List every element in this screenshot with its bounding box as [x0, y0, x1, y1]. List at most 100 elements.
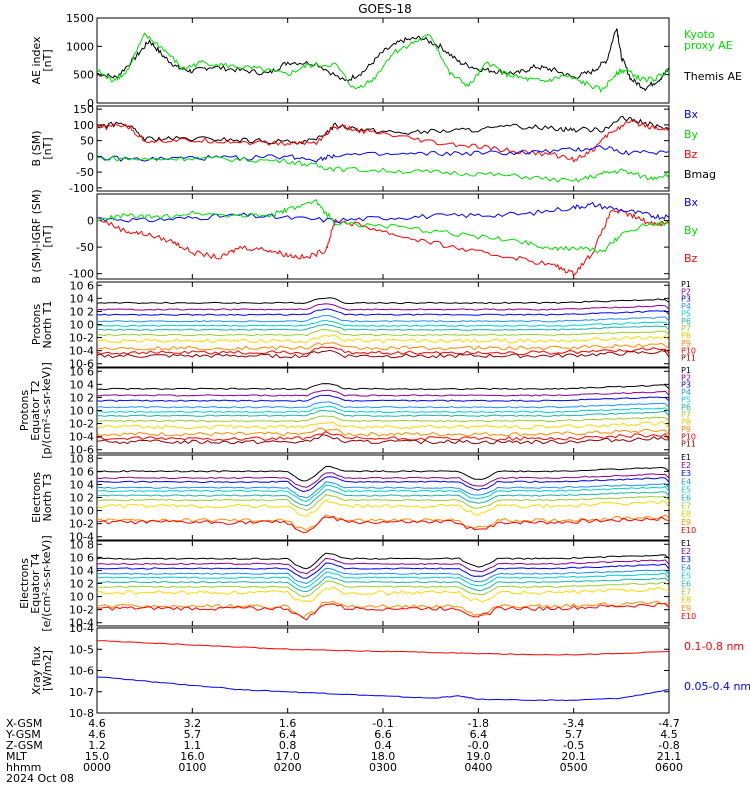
y-tick-label: 10 2 — [70, 305, 95, 318]
series-line — [96, 401, 670, 409]
legend-entry: E4 — [681, 563, 691, 572]
series-line — [96, 602, 670, 621]
x-tick-value: 0400 — [464, 761, 492, 774]
legend-entry: Kyoto — [684, 28, 715, 41]
y-tick-label: 10-6 — [69, 444, 94, 457]
legend-entry: E9 — [681, 604, 691, 613]
y-tick-label: 10 2 — [70, 391, 95, 404]
legend-entry: P6 — [681, 317, 691, 326]
panel-electrons-t3: 10-410-210 010 210 410 610 8 ElectronsNor… — [30, 452, 696, 543]
x-tick-value: 6.4 — [470, 728, 488, 741]
x-tick-value: 15.0 — [85, 750, 110, 763]
legend-entry: 0.1-0.8 nm — [684, 640, 744, 653]
y-tick-label: 10-2 — [69, 518, 94, 531]
legend-entry: By — [684, 128, 699, 141]
legend-entry: P8 — [681, 418, 691, 427]
series-line — [96, 145, 670, 163]
y-tick-label: 10 2 — [70, 578, 95, 591]
x-tick-value: -0.0 — [468, 739, 489, 752]
legend-entry: E3 — [681, 469, 691, 478]
x-tick-value: 4.5 — [660, 728, 678, 741]
y-axis-label: B (SM)[nT] — [30, 130, 54, 166]
series-line — [96, 346, 670, 356]
legend-entry: P2 — [681, 373, 691, 382]
y-tick-label: 10-4 — [69, 622, 94, 635]
y-tick-label: 10 6 — [70, 365, 95, 378]
series-line — [96, 499, 670, 518]
x-tick-value: 0600 — [655, 761, 683, 774]
series-line — [96, 303, 670, 311]
legend-entry: E7 — [681, 588, 691, 597]
y-tick-label: 10-4 — [69, 531, 94, 544]
y-tick-label: 10 8 — [70, 452, 95, 465]
x-tick-value: -3.4 — [563, 717, 584, 730]
series-line — [96, 472, 670, 488]
series-line — [96, 334, 670, 344]
x-tick-value: 0.8 — [279, 739, 297, 752]
legend-entry: P5 — [681, 309, 691, 318]
x-tick-value: 1.2 — [88, 739, 106, 752]
x-tick-value: -0.1 — [372, 717, 393, 730]
legend-entry: P5 — [681, 395, 691, 404]
x-tick-value: 6.4 — [279, 728, 297, 741]
series-line — [96, 571, 670, 588]
series-line — [96, 552, 670, 570]
series-line — [96, 557, 670, 575]
y-tick-label: 10-4 — [69, 345, 94, 358]
series-line — [96, 420, 670, 430]
y-tick-label: 1500 — [66, 12, 94, 25]
series-line — [96, 576, 670, 593]
series-line — [96, 198, 669, 254]
y-tick-label: 10 6 — [70, 465, 95, 478]
series-line — [96, 562, 670, 579]
x-tick-value: 0500 — [560, 761, 588, 774]
y-tick-label: 10-4 — [69, 431, 94, 444]
legend-entry: P8 — [681, 332, 691, 341]
y-axis-label: ProtonsEquator T2[p/(cm²-s-sr-keV)] — [18, 362, 53, 459]
legend-entry: P3 — [681, 381, 691, 390]
y-tick-label: 0 — [87, 97, 94, 110]
series-line — [96, 515, 670, 533]
y-tick-label: 50 — [80, 135, 94, 148]
panel-electrons-t4: 10-410-210 010 210 410 610 8 ElectronsEqu… — [18, 535, 696, 631]
x-tick-value: 1.1 — [184, 739, 202, 752]
y-axis-label: ElectronsNorth T3 — [30, 472, 54, 523]
y-tick-label: 10 4 — [70, 292, 95, 305]
legend-entry: P10 — [681, 346, 696, 355]
series-line — [96, 493, 670, 511]
legend-entry: P10 — [681, 432, 696, 441]
x-tick-value: 4.6 — [88, 717, 106, 730]
y-tick-label: 500 — [73, 69, 94, 82]
series-line — [96, 489, 670, 507]
legend-entry: Bz — [684, 252, 698, 265]
y-tick-label: 10 4 — [70, 564, 95, 577]
series-line — [96, 389, 670, 397]
legend-entry: E10 — [681, 612, 696, 621]
y-tick-label: 10 0 — [70, 505, 95, 518]
y-tick-label: 10-5 — [69, 643, 94, 656]
x-tick-value: 3.2 — [184, 717, 202, 730]
x-tick-value: 0100 — [178, 761, 206, 774]
series-line — [96, 202, 670, 224]
x-tick-value: -1.8 — [468, 717, 489, 730]
y-tick-label: 10-6 — [69, 358, 94, 371]
legend-entry: P9 — [681, 425, 691, 434]
y-tick-label: 0 — [87, 215, 94, 228]
y-tick-label: 100 — [73, 119, 94, 132]
legend-entry: P2 — [681, 287, 691, 296]
legend-entry: Bz — [684, 148, 698, 161]
series-line — [96, 405, 670, 414]
y-tick-label: 10 2 — [70, 492, 95, 505]
legend-entry: E2 — [681, 461, 691, 470]
x-tick-value: 4.6 — [88, 728, 106, 741]
legend-entry: P4 — [681, 388, 691, 397]
x-tick-value: 0200 — [274, 761, 302, 774]
series-line — [96, 394, 670, 402]
legend-entry: E6 — [681, 580, 691, 589]
series-line — [96, 481, 670, 499]
x-row-label: Y-GSM — [5, 728, 41, 741]
y-tick-label: 10-2 — [69, 332, 94, 345]
series-line — [96, 349, 670, 359]
